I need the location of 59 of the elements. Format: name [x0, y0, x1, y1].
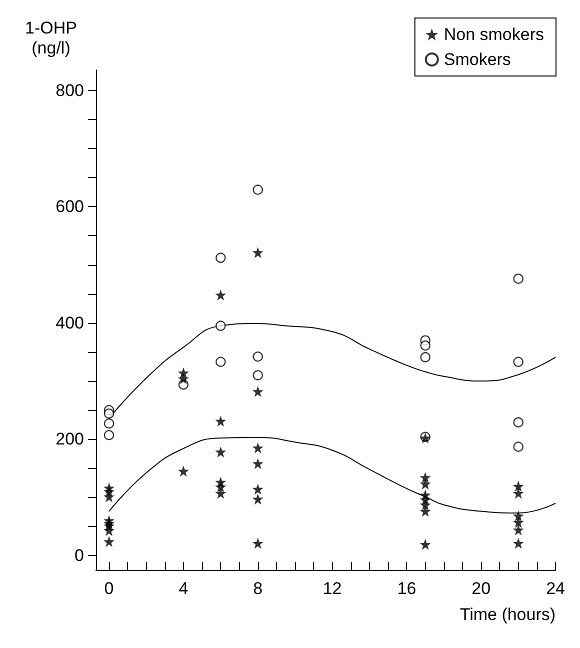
point — [215, 488, 226, 499]
point — [252, 442, 264, 454]
x-tick-label: 24 — [546, 579, 566, 598]
y-tick-label: 800 — [56, 80, 84, 100]
point — [252, 370, 263, 380]
point — [252, 386, 264, 398]
point — [420, 352, 430, 362]
point — [178, 373, 189, 384]
point — [252, 494, 264, 505]
point — [178, 466, 189, 477]
point — [512, 516, 524, 528]
y-tick-label: 200 — [56, 430, 84, 449]
x-tick-label: 0 — [104, 579, 114, 598]
point — [512, 538, 524, 549]
point — [104, 491, 115, 502]
point — [252, 184, 263, 195]
point — [420, 478, 431, 490]
y-axis-title: 1-OHP (ng/l) — [25, 18, 77, 58]
point — [216, 356, 226, 367]
point — [216, 252, 226, 263]
point — [513, 274, 524, 284]
point — [420, 499, 431, 510]
x-tick-label: 12 — [322, 579, 342, 598]
point — [104, 524, 115, 536]
point — [513, 442, 524, 452]
point — [104, 408, 114, 419]
point — [104, 430, 114, 440]
x-axis-title: Time (hours) — [460, 605, 556, 624]
y-tick-label: 600 — [56, 197, 84, 216]
point — [512, 480, 524, 492]
x-tick-label: 8 — [253, 579, 263, 598]
point — [513, 417, 524, 428]
point — [216, 320, 226, 331]
point — [215, 290, 226, 300]
point — [215, 446, 226, 458]
point — [252, 458, 264, 470]
point — [104, 418, 114, 429]
x-tick-label: 4 — [178, 579, 188, 598]
point — [215, 416, 226, 427]
point — [512, 510, 524, 522]
point — [420, 538, 431, 550]
point — [215, 481, 226, 492]
point — [512, 524, 524, 536]
point — [104, 536, 115, 548]
point — [513, 356, 524, 367]
point — [252, 538, 264, 549]
legend-label: Non smokers — [444, 25, 544, 44]
point — [420, 472, 431, 484]
y-tick-label: 0 — [74, 546, 84, 565]
point — [252, 247, 264, 258]
x-tick-label: 20 — [472, 579, 491, 598]
point — [420, 506, 431, 517]
point — [252, 484, 264, 495]
legend-label: Smokers — [444, 50, 511, 69]
point — [512, 488, 524, 499]
point — [420, 340, 430, 351]
point — [252, 352, 263, 362]
x-tick-label: 16 — [397, 579, 416, 598]
y-tick-label: 400 — [56, 313, 84, 332]
